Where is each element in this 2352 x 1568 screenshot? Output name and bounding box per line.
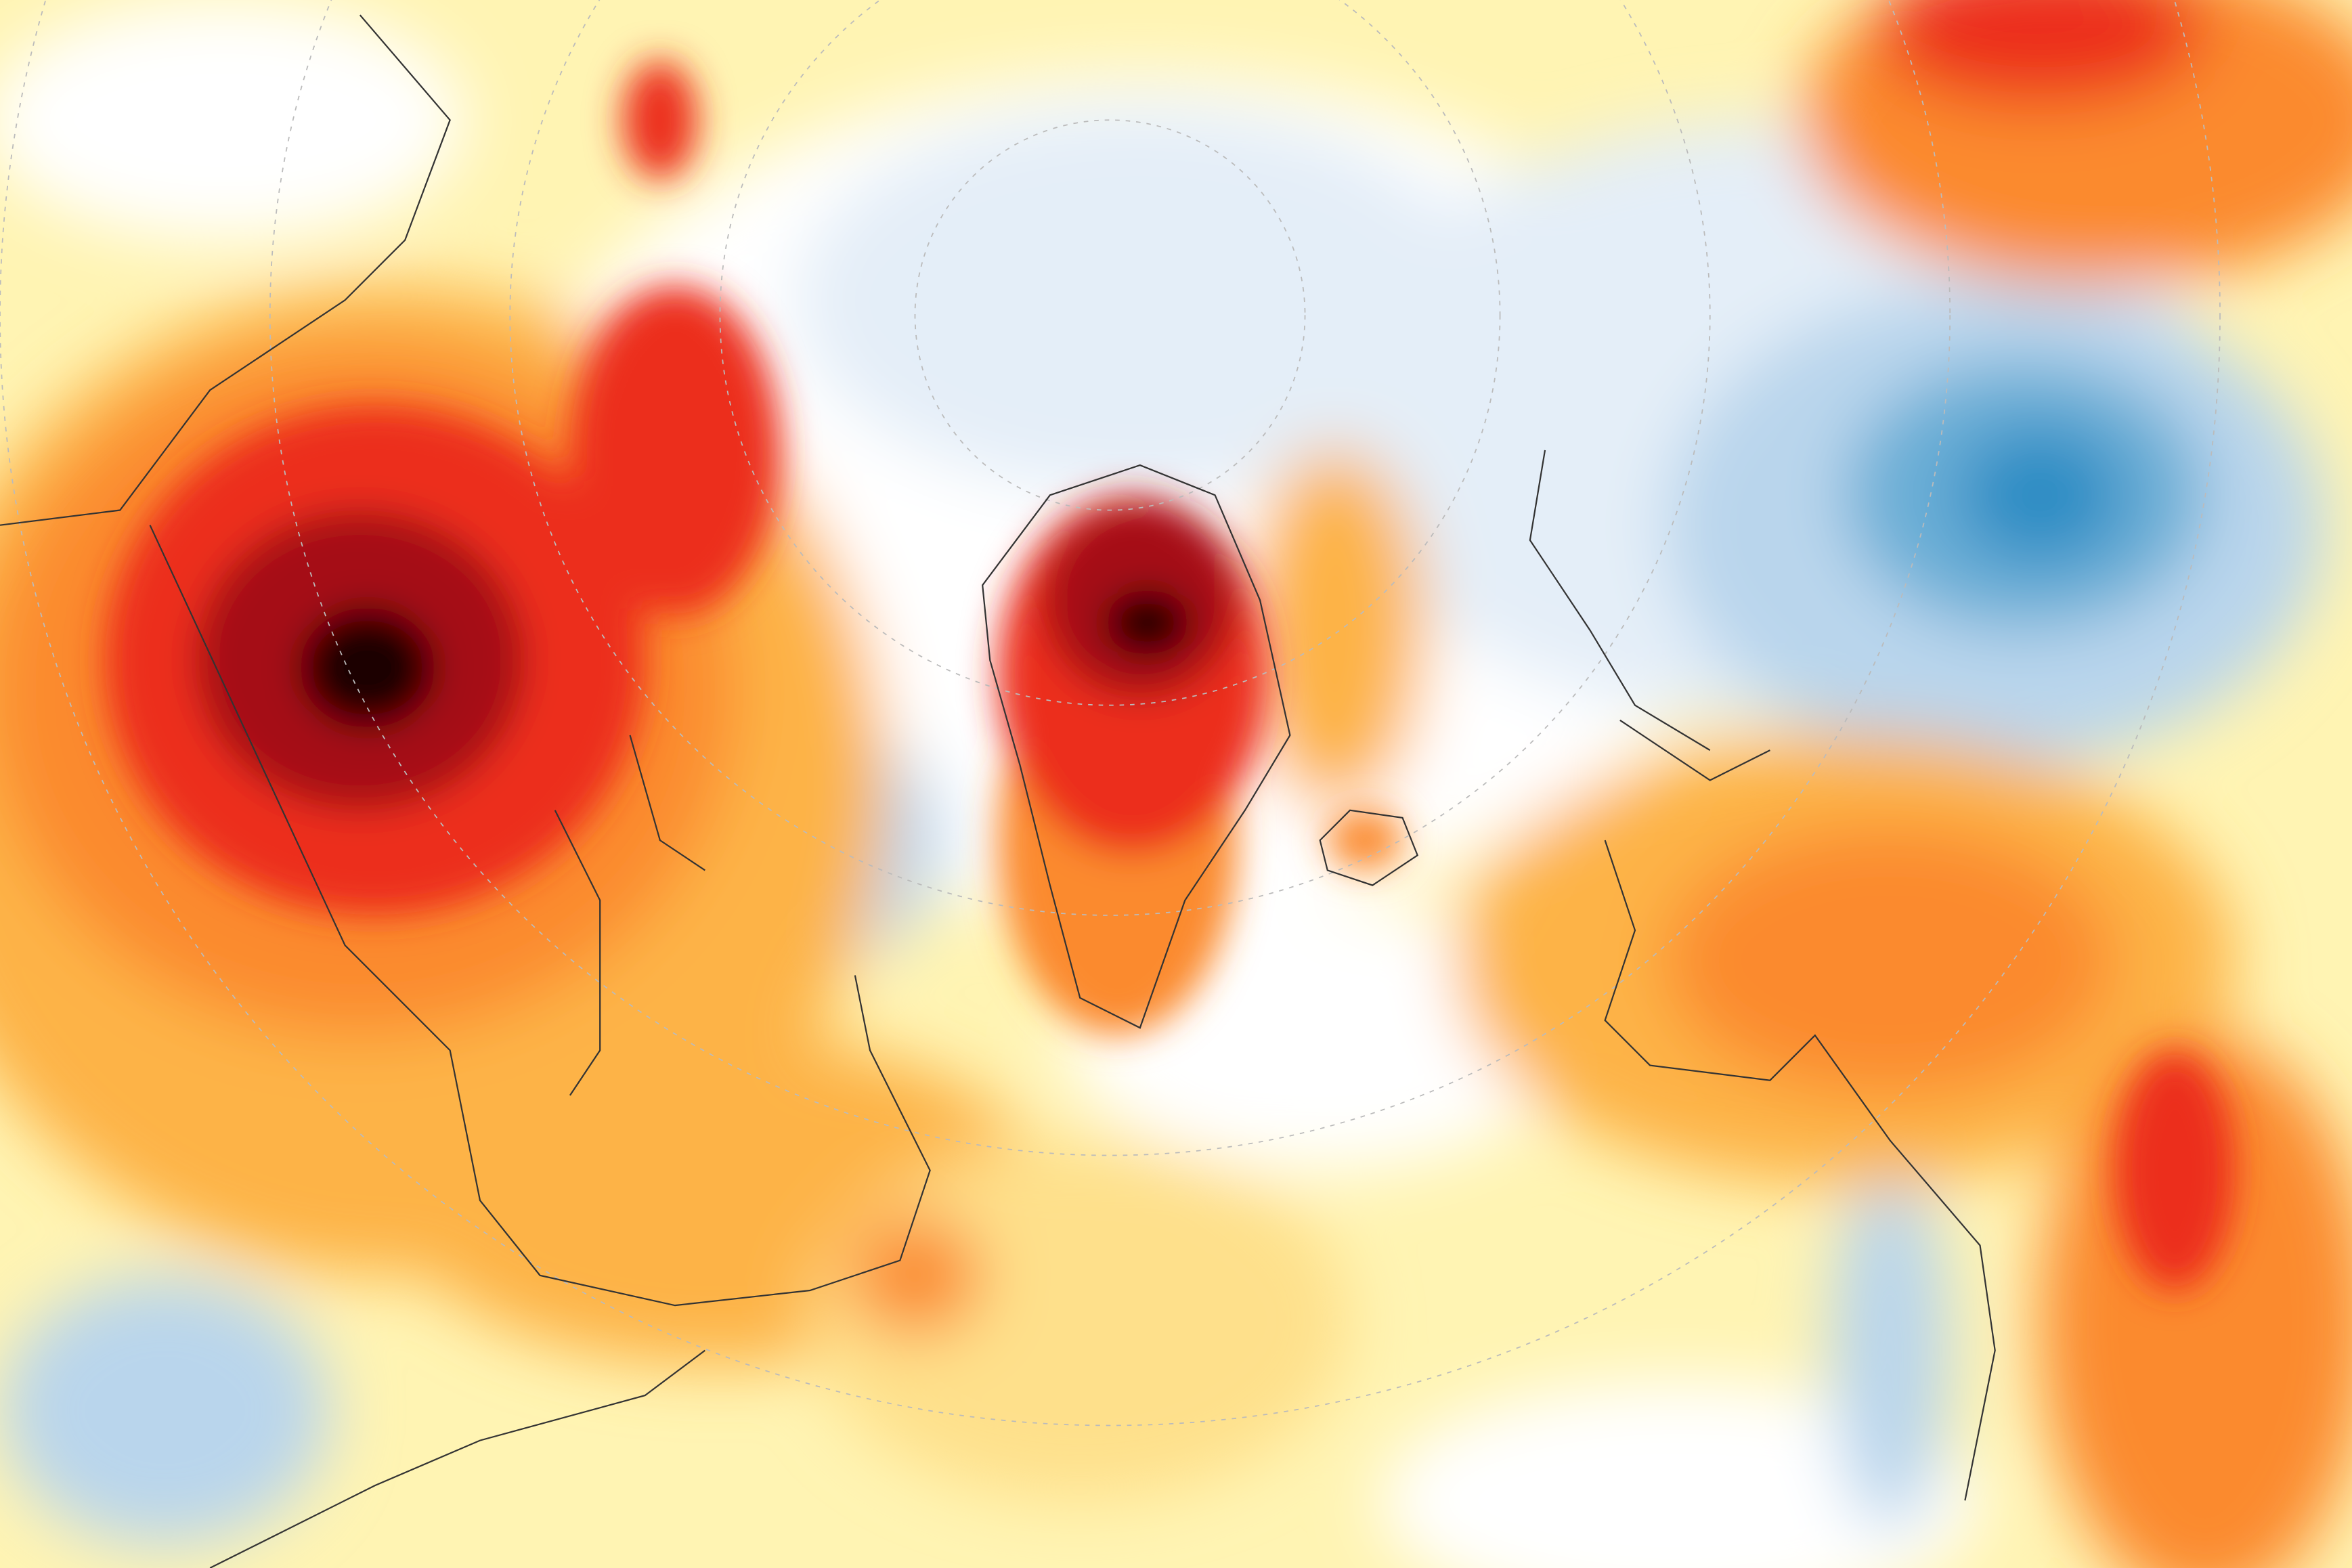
hudson-red <box>569 285 781 615</box>
alaska-red <box>622 60 698 180</box>
north-america-core <box>300 607 435 728</box>
greenland-core <box>1105 589 1190 656</box>
east-coast-coastline <box>209 1349 705 1568</box>
arctic-ocean-cool <box>795 105 1485 496</box>
latitude-circle <box>0 0 2221 1426</box>
coastlines <box>0 14 1996 1568</box>
europe-coastline <box>1604 719 1996 1501</box>
east-red <box>2114 1050 2236 1290</box>
newfoundland-warm <box>847 1215 983 1336</box>
siberia-cool-core <box>1957 427 2123 563</box>
south-neutral-zone <box>1380 1380 1980 1568</box>
southwest-cool <box>0 1275 330 1546</box>
pacific-neutral-zone <box>0 0 465 240</box>
europe-orange <box>1665 825 2115 1095</box>
west-coast-cool <box>1829 1170 1951 1531</box>
latitude-circle <box>914 119 1306 511</box>
graticule <box>0 0 2221 1426</box>
greenland-coastline <box>982 464 1291 1029</box>
latitude-circle <box>269 0 1951 1156</box>
latitude-circle <box>509 0 1711 916</box>
anomaly-hotspots <box>105 60 2236 1290</box>
scandinavia-coastline <box>1529 450 1711 752</box>
latitude-circle <box>719 0 1501 706</box>
iceland-hotspot <box>1327 810 1403 871</box>
north-america-coastline <box>0 14 931 1307</box>
top-right-red <box>1875 0 2205 106</box>
hudson-bay-coastline <box>554 735 705 1096</box>
iceland-coastline <box>1319 809 1419 886</box>
iceland-warm <box>1244 450 1425 810</box>
